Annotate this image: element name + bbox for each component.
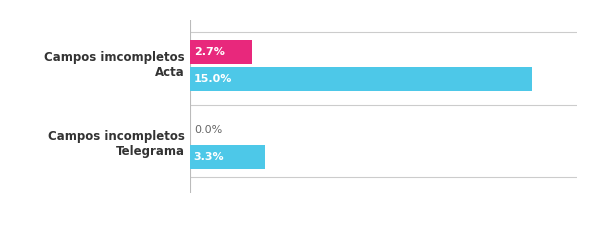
Bar — [190, 145, 265, 169]
Text: 15.0%: 15.0% — [194, 74, 232, 84]
Text: 2.7%: 2.7% — [194, 47, 225, 57]
Text: Campos incompletos
Telegrama: Campos incompletos Telegrama — [48, 130, 184, 158]
Bar — [190, 67, 532, 91]
Text: 3.3%: 3.3% — [194, 152, 224, 162]
Bar — [190, 40, 252, 64]
Text: 0.0%: 0.0% — [194, 125, 222, 135]
Text: Campos imcompletos
Acta: Campos imcompletos Acta — [44, 51, 184, 80]
